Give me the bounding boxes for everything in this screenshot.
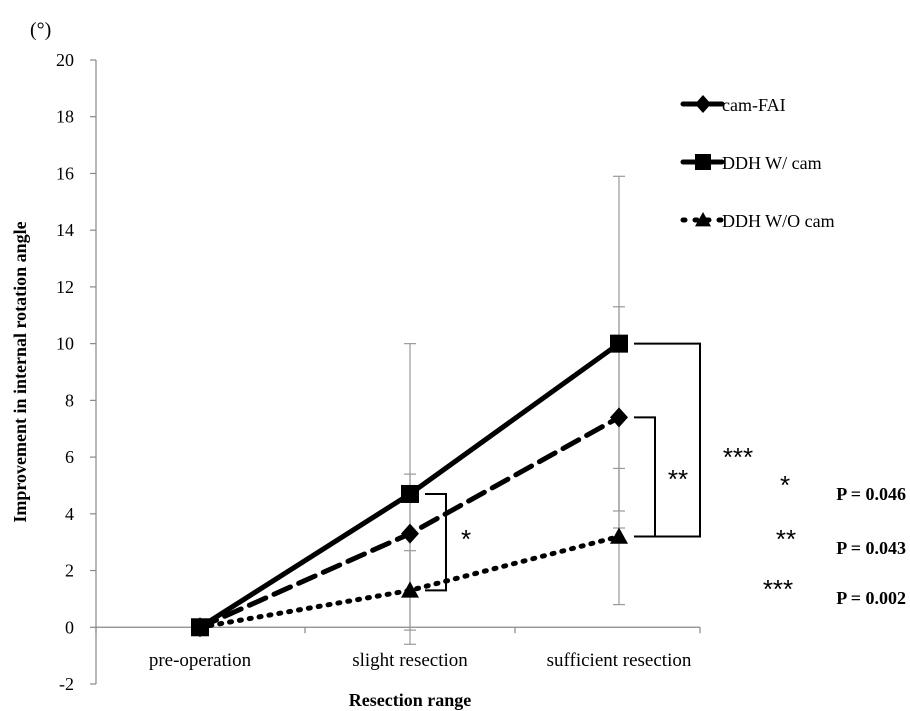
significance-brackets: ****** [425, 342, 753, 592]
series-markers [191, 334, 628, 638]
x-tick-label: slight resection [352, 650, 468, 671]
marker-diamond [610, 407, 628, 428]
marker-diamond [401, 523, 419, 544]
p-value-annotations: * P = 0.046 ** P = 0.043 *** P = 0.002 [763, 470, 906, 608]
marker-triangle [610, 527, 628, 544]
legend-label: cam-FAI [722, 95, 786, 115]
legend-label: DDH W/O cam [722, 211, 835, 231]
legend-label: DDH W/ cam [722, 153, 822, 173]
x-axis: pre-operation slight resection sufficient … [95, 626, 701, 671]
significance-stars: * [461, 524, 471, 554]
legend: cam-FAI DDH W/ cam DDH W/O cam [680, 95, 835, 231]
marker-diamond [695, 95, 711, 113]
significance-bracket [634, 416, 656, 538]
p-value-text: P = 0.002 [836, 588, 906, 608]
marker-square [401, 484, 419, 503]
p-value-stars: *** [763, 574, 793, 604]
marker-triangle [191, 618, 209, 635]
y-axis-title: Improvement in internal rotation angle [10, 221, 30, 522]
marker-square [610, 334, 628, 353]
significance-stars: ** [668, 464, 688, 494]
y-tick-label: 8 [65, 390, 74, 410]
y-tick-label: 0 [65, 617, 74, 637]
significance-bracket [634, 342, 701, 538]
y-tick-label: 2 [65, 561, 74, 581]
y-tick-label: 16 [56, 163, 74, 183]
y-tick-label: -2 [59, 674, 74, 694]
p-value-stars: ** [776, 524, 796, 554]
significance-stars: *** [723, 442, 753, 472]
x-axis-title: Resection range [349, 690, 471, 710]
y-tick-label: 18 [56, 107, 74, 127]
marker-triangle [401, 581, 419, 598]
x-tick-label: sufficient resection [547, 650, 692, 671]
x-tick-label: pre-operation [149, 650, 252, 671]
marker-triangle [695, 212, 711, 227]
y-tick-label: 6 [65, 447, 74, 467]
marker-square [695, 154, 711, 170]
y-axis: -2 0 2 4 6 8 10 12 14 16 18 20 [56, 50, 97, 694]
p-value-text: P = 0.043 [836, 538, 906, 558]
significance-bracket [425, 492, 447, 592]
y-tick-label: 20 [56, 50, 74, 70]
error-bars [404, 175, 625, 645]
p-value-stars: * [780, 470, 790, 500]
y-tick-label: 4 [65, 504, 74, 524]
unit-label: (°) [30, 19, 51, 41]
y-tick-label: 10 [56, 334, 74, 354]
p-value-text: P = 0.046 [836, 484, 906, 504]
y-tick-label: 14 [56, 220, 74, 240]
y-tick-label: 12 [56, 277, 74, 297]
